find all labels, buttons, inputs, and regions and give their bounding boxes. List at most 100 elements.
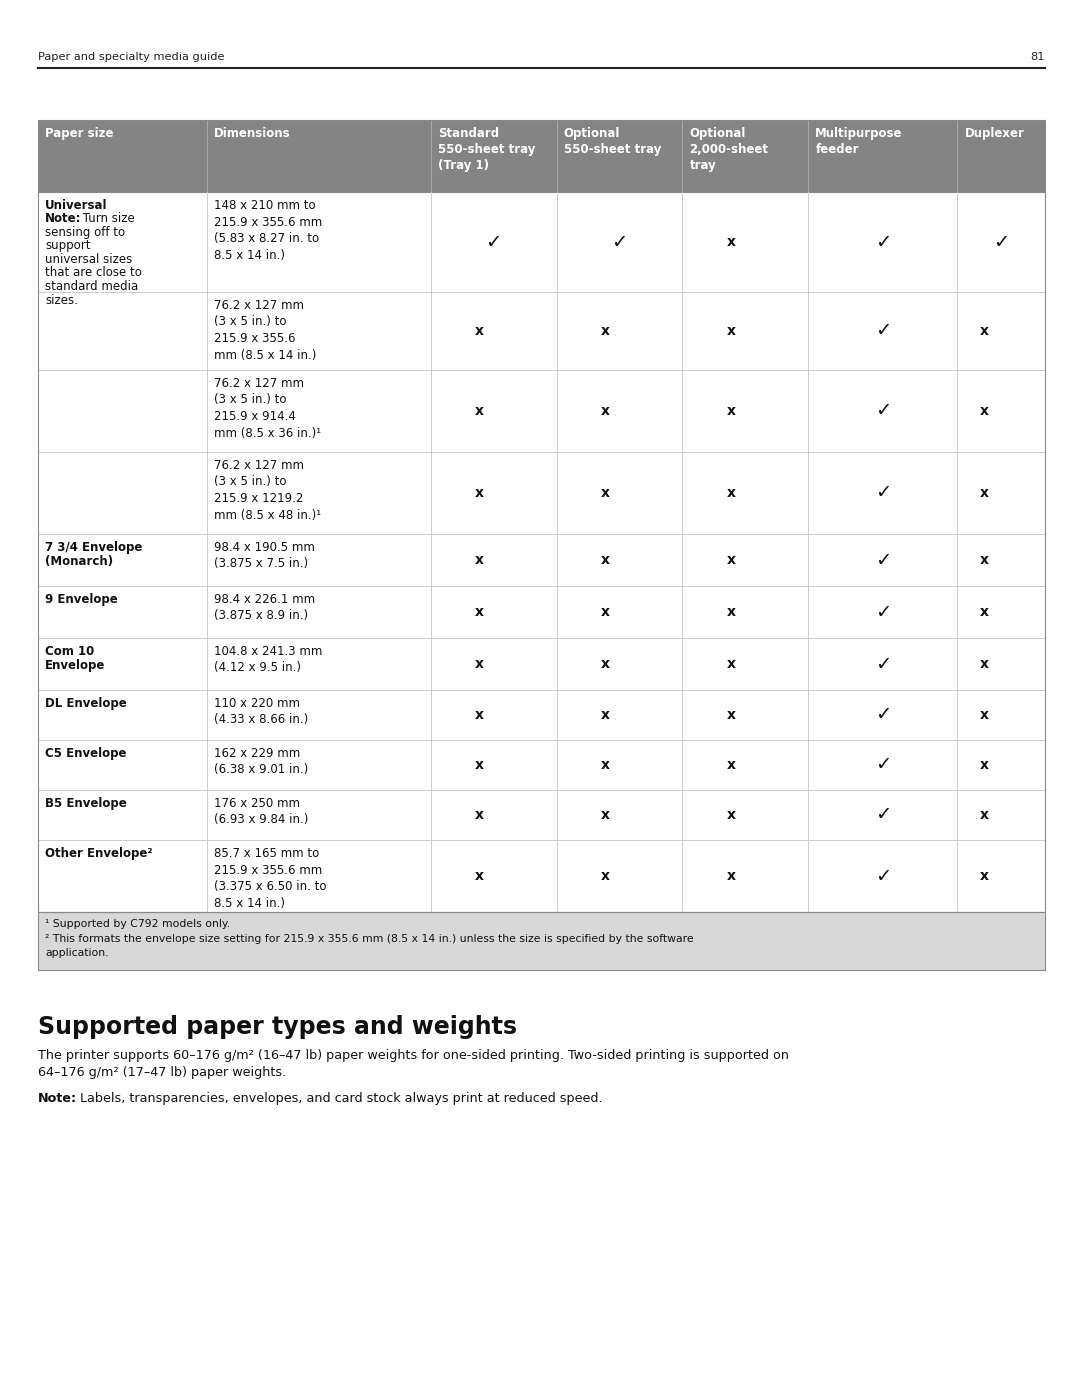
Text: x: x <box>600 807 610 821</box>
Bar <box>38 120 1045 191</box>
Text: Other Envelope²: Other Envelope² <box>45 847 152 861</box>
Text: ✓: ✓ <box>875 655 891 673</box>
Text: Note:: Note: <box>45 212 81 225</box>
Text: Labels, transparencies, envelopes, and card stock always print at reduced speed.: Labels, transparencies, envelopes, and c… <box>76 1092 603 1105</box>
Text: 148 x 210 mm to
215.9 x 355.6 mm
(5.83 x 8.27 in. to
8.5 x 14 in.): 148 x 210 mm to 215.9 x 355.6 mm (5.83 x… <box>214 198 323 261</box>
Text: x: x <box>727 605 735 619</box>
Text: x: x <box>600 553 610 567</box>
Text: Optional
550-sheet tray: Optional 550-sheet tray <box>564 127 661 156</box>
Text: x: x <box>727 553 735 567</box>
Text: x: x <box>727 807 735 821</box>
Text: ✓: ✓ <box>875 550 891 570</box>
Text: ✓: ✓ <box>486 232 502 251</box>
Text: The printer supports 60–176 g/m² (16–47 lb) paper weights for one-sided printing: The printer supports 60–176 g/m² (16–47 … <box>38 1049 789 1062</box>
Text: Note:: Note: <box>38 1092 77 1105</box>
Text: 110 x 220 mm
(4.33 x 8.66 in.): 110 x 220 mm (4.33 x 8.66 in.) <box>214 697 309 726</box>
Text: x: x <box>600 708 610 722</box>
Text: 76.2 x 127 mm
(3 x 5 in.) to
215.9 x 914.4
mm (8.5 x 36 in.)¹: 76.2 x 127 mm (3 x 5 in.) to 215.9 x 914… <box>214 377 322 440</box>
Text: Supported paper types and weights: Supported paper types and weights <box>38 1016 517 1039</box>
Text: x: x <box>727 657 735 671</box>
Text: ✓: ✓ <box>875 321 891 341</box>
Text: x: x <box>980 404 988 418</box>
Text: x: x <box>475 404 484 418</box>
Text: C5 Envelope: C5 Envelope <box>45 747 126 760</box>
Text: x: x <box>980 486 988 500</box>
Text: application.: application. <box>45 949 108 958</box>
Text: ² This formats the envelope size setting for 215.9 x 355.6 mm (8.5 x 14 in.) unl: ² This formats the envelope size setting… <box>45 935 693 944</box>
Text: x: x <box>980 324 988 338</box>
Bar <box>38 191 1045 912</box>
Text: ✓: ✓ <box>875 401 891 420</box>
Text: x: x <box>600 404 610 418</box>
Text: x: x <box>727 486 735 500</box>
Text: x: x <box>600 605 610 619</box>
Text: 64–176 g/m² (17–47 lb) paper weights.: 64–176 g/m² (17–47 lb) paper weights. <box>38 1066 286 1078</box>
Text: Paper and specialty media guide: Paper and specialty media guide <box>38 52 225 61</box>
Text: x: x <box>727 869 735 883</box>
Text: ✓: ✓ <box>875 602 891 622</box>
Text: ¹ Supported by C792 models only.: ¹ Supported by C792 models only. <box>45 919 230 929</box>
Text: Duplexer: Duplexer <box>964 127 1024 140</box>
Text: Dimensions: Dimensions <box>214 127 291 140</box>
Text: 7 3/4 Envelope: 7 3/4 Envelope <box>45 541 143 555</box>
Text: Envelope: Envelope <box>45 658 106 672</box>
Text: 81: 81 <box>1030 52 1045 61</box>
Text: x: x <box>475 605 484 619</box>
Text: Standard
550-sheet tray
(Tray 1): Standard 550-sheet tray (Tray 1) <box>437 127 535 172</box>
Text: (Monarch): (Monarch) <box>45 555 113 567</box>
Text: x: x <box>600 324 610 338</box>
Text: 104.8 x 241.3 mm
(4.12 x 9.5 in.): 104.8 x 241.3 mm (4.12 x 9.5 in.) <box>214 645 323 675</box>
Text: 176 x 250 mm
(6.93 x 9.84 in.): 176 x 250 mm (6.93 x 9.84 in.) <box>214 798 309 827</box>
Text: x: x <box>475 657 484 671</box>
Text: x: x <box>475 324 484 338</box>
Text: ✓: ✓ <box>875 483 891 503</box>
Text: x: x <box>727 404 735 418</box>
Text: x: x <box>980 657 988 671</box>
Text: 76.2 x 127 mm
(3 x 5 in.) to
215.9 x 355.6
mm (8.5 x 14 in.): 76.2 x 127 mm (3 x 5 in.) to 215.9 x 355… <box>214 299 316 362</box>
Text: x: x <box>475 553 484 567</box>
Text: x: x <box>600 759 610 773</box>
Text: x: x <box>980 708 988 722</box>
Text: ✓: ✓ <box>611 232 627 251</box>
Text: ✓: ✓ <box>993 232 1010 251</box>
Text: that are close to: that are close to <box>45 267 141 279</box>
Text: ✓: ✓ <box>875 705 891 725</box>
Text: x: x <box>600 869 610 883</box>
Text: ✓: ✓ <box>875 756 891 774</box>
Bar <box>38 912 1045 970</box>
Text: Com 10: Com 10 <box>45 645 94 658</box>
Text: B5 Envelope: B5 Envelope <box>45 798 126 810</box>
Text: x: x <box>727 708 735 722</box>
Text: x: x <box>475 759 484 773</box>
Text: x: x <box>727 235 735 249</box>
Text: x: x <box>727 759 735 773</box>
Text: 162 x 229 mm
(6.38 x 9.01 in.): 162 x 229 mm (6.38 x 9.01 in.) <box>214 747 309 777</box>
Text: Paper size: Paper size <box>45 127 113 140</box>
Text: ✓: ✓ <box>875 866 891 886</box>
Text: x: x <box>980 759 988 773</box>
Text: x: x <box>475 869 484 883</box>
Text: 9 Envelope: 9 Envelope <box>45 592 118 606</box>
Text: x: x <box>980 553 988 567</box>
Text: x: x <box>980 869 988 883</box>
Text: Turn size: Turn size <box>79 212 135 225</box>
Text: x: x <box>475 807 484 821</box>
Text: x: x <box>600 486 610 500</box>
Text: 98.4 x 190.5 mm
(3.875 x 7.5 in.): 98.4 x 190.5 mm (3.875 x 7.5 in.) <box>214 541 315 570</box>
Text: ✓: ✓ <box>875 806 891 824</box>
Text: x: x <box>475 486 484 500</box>
Text: x: x <box>727 324 735 338</box>
Text: x: x <box>980 605 988 619</box>
Text: sizes.: sizes. <box>45 293 78 306</box>
Text: Universal: Universal <box>45 198 108 212</box>
Text: Optional
2,000-sheet
tray: Optional 2,000-sheet tray <box>689 127 769 172</box>
Text: support: support <box>45 239 91 253</box>
Text: 98.4 x 226.1 mm
(3.875 x 8.9 in.): 98.4 x 226.1 mm (3.875 x 8.9 in.) <box>214 592 315 623</box>
Text: x: x <box>980 807 988 821</box>
Text: x: x <box>600 657 610 671</box>
Text: Multipurpose
feeder: Multipurpose feeder <box>815 127 903 156</box>
Text: ✓: ✓ <box>875 232 891 251</box>
Text: x: x <box>475 708 484 722</box>
Bar <box>38 120 1045 912</box>
Text: sensing off to: sensing off to <box>45 226 125 239</box>
